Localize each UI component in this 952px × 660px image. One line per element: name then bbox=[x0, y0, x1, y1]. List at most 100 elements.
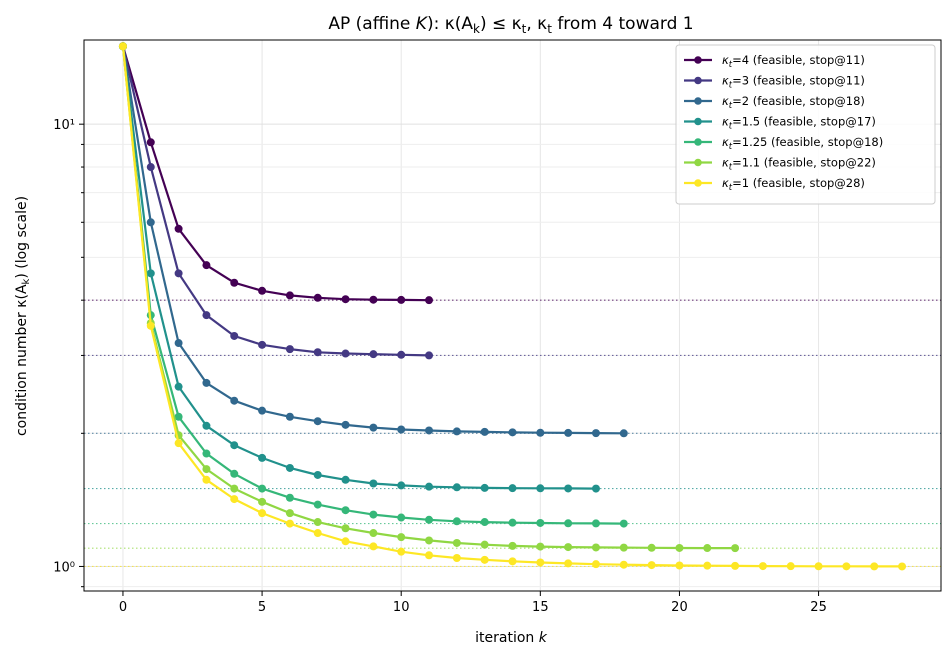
data-point bbox=[508, 541, 517, 550]
data-point bbox=[397, 533, 406, 542]
legend-item: κt=3 (feasible, stop@11) bbox=[684, 74, 865, 91]
data-point bbox=[285, 412, 294, 421]
data-point bbox=[313, 348, 322, 357]
data-point bbox=[202, 449, 211, 458]
data-point bbox=[369, 510, 378, 519]
data-point bbox=[202, 421, 211, 430]
legend-swatch-marker bbox=[694, 56, 702, 64]
data-point bbox=[285, 345, 294, 354]
legend-swatch-marker bbox=[694, 97, 702, 105]
legend-label: κt=1.1 (feasible, stop@22) bbox=[722, 156, 876, 173]
data-point bbox=[258, 340, 267, 349]
x-axis-label: iteration k bbox=[475, 630, 548, 646]
series-3 bbox=[118, 42, 600, 493]
data-point bbox=[285, 463, 294, 472]
legend-item: κt=1.5 (feasible, stop@17) bbox=[684, 115, 876, 132]
data-point bbox=[647, 561, 656, 570]
data-point bbox=[341, 506, 350, 515]
x-tick-label: 0 bbox=[119, 600, 127, 615]
data-point bbox=[508, 518, 517, 527]
data-point bbox=[675, 561, 684, 570]
x-axis: 0 5 10 15 20 25 bbox=[119, 591, 827, 615]
data-point bbox=[313, 500, 322, 509]
legend-swatch-marker bbox=[694, 117, 702, 126]
y-axis: 10⁰ 10¹ bbox=[53, 118, 84, 588]
data-point bbox=[341, 537, 350, 546]
data-point bbox=[731, 561, 740, 570]
data-point bbox=[536, 428, 545, 437]
data-point bbox=[230, 331, 239, 340]
data-point bbox=[758, 562, 767, 571]
data-point bbox=[397, 547, 406, 556]
data-point bbox=[202, 465, 211, 474]
series-line bbox=[121, 46, 430, 357]
series-line bbox=[121, 46, 597, 490]
data-point bbox=[313, 293, 322, 302]
data-point bbox=[369, 542, 378, 551]
data-point bbox=[536, 558, 545, 567]
legend-item: κt=2 (feasible, stop@18) bbox=[684, 94, 865, 111]
data-point bbox=[425, 482, 434, 491]
data-point bbox=[619, 543, 628, 552]
data-point bbox=[313, 470, 322, 479]
data-point bbox=[313, 518, 322, 527]
data-point bbox=[258, 509, 267, 518]
data-point bbox=[397, 425, 406, 434]
data-point bbox=[174, 412, 183, 421]
data-point bbox=[369, 479, 378, 488]
series-6 bbox=[118, 42, 907, 571]
y-tick-label: 10¹ bbox=[53, 118, 75, 133]
data-point bbox=[536, 518, 545, 527]
data-point bbox=[536, 484, 545, 493]
legend-label: κt=2 (feasible, stop@18) bbox=[722, 94, 865, 111]
data-point bbox=[146, 163, 155, 172]
data-point bbox=[452, 517, 461, 526]
data-point bbox=[341, 475, 350, 484]
data-point bbox=[591, 484, 600, 493]
data-point bbox=[647, 543, 656, 552]
data-point bbox=[397, 481, 406, 490]
data-point bbox=[425, 296, 434, 305]
data-point bbox=[230, 495, 239, 504]
data-point bbox=[285, 509, 294, 518]
data-point bbox=[202, 475, 211, 484]
plot-frame bbox=[83, 39, 942, 592]
data-point bbox=[425, 426, 434, 435]
data-point bbox=[258, 453, 267, 462]
data-point bbox=[480, 518, 489, 527]
y-axis-label: condition number κ(Ak) (log scale) bbox=[14, 196, 32, 436]
data-point bbox=[397, 295, 406, 304]
x-tick-label: 15 bbox=[532, 600, 549, 615]
series-line bbox=[121, 45, 430, 302]
data-point bbox=[258, 286, 267, 295]
data-point bbox=[591, 543, 600, 552]
data-point bbox=[341, 524, 350, 533]
data-point bbox=[397, 350, 406, 359]
data-point bbox=[480, 427, 489, 436]
legend-item: κt=1.1 (feasible, stop@22) bbox=[684, 156, 876, 173]
data-point bbox=[202, 261, 211, 270]
legend-label: κt=1.5 (feasible, stop@17) bbox=[722, 115, 876, 132]
data-point bbox=[703, 544, 712, 553]
data-point bbox=[814, 562, 823, 571]
x-tick-label: 10 bbox=[393, 600, 410, 615]
data-point bbox=[146, 269, 155, 278]
data-point bbox=[591, 560, 600, 569]
data-point bbox=[230, 441, 239, 450]
data-point bbox=[675, 543, 684, 552]
data-point bbox=[258, 497, 267, 506]
data-point bbox=[146, 321, 155, 330]
data-point bbox=[786, 562, 795, 571]
data-point bbox=[425, 551, 434, 560]
data-point bbox=[369, 295, 378, 304]
data-point bbox=[230, 278, 239, 287]
data-point bbox=[202, 378, 211, 387]
data-point bbox=[480, 483, 489, 492]
data-point bbox=[174, 224, 183, 233]
data-point bbox=[452, 553, 461, 562]
legend-item: κt=1 (feasible, stop@28) bbox=[684, 176, 865, 193]
data-point bbox=[842, 562, 851, 571]
data-point bbox=[591, 519, 600, 528]
data-point bbox=[536, 542, 545, 551]
data-point bbox=[258, 484, 267, 493]
